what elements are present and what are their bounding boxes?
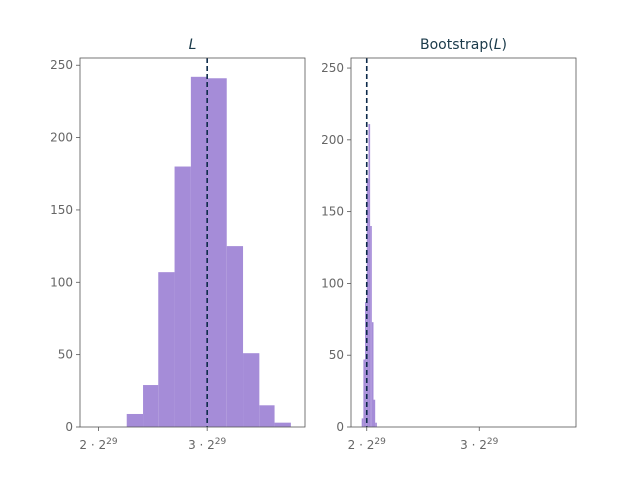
- y-tick-label: 150: [50, 203, 73, 217]
- x-tick-exponent: 29: [215, 437, 227, 447]
- histogram-bar: [207, 78, 227, 428]
- x-tick-coefficient: 2 · 2: [348, 438, 375, 452]
- x-tick-label: 2 · 229: [348, 437, 386, 452]
- x-tick-exponent: 29: [487, 437, 499, 447]
- histogram-bar: [361, 418, 364, 427]
- histogram-bar: [368, 124, 371, 427]
- x-tick-exponent: 29: [106, 437, 118, 447]
- histogram-bar: [370, 225, 372, 427]
- histogram-bar: [243, 353, 260, 427]
- histogram-bar: [371, 322, 374, 427]
- plot-frame: [79, 57, 306, 428]
- histogram-bar: [366, 178, 369, 427]
- histogram-bar: [375, 422, 377, 427]
- histogram-bar: [174, 166, 191, 427]
- y-tick-label: 0: [65, 420, 73, 434]
- y-tick-label: 150: [321, 205, 344, 219]
- y-tick-label: 250: [50, 58, 73, 72]
- x-tick-label: 2 · 229: [79, 437, 117, 452]
- histogram-bar: [259, 405, 275, 427]
- histogram-bar: [143, 385, 159, 427]
- panel-title: L: [189, 37, 197, 53]
- y-tick-label: 0: [336, 420, 344, 434]
- histogram-bar: [363, 359, 366, 427]
- y-tick-label: 50: [58, 348, 73, 362]
- x-tick-label: 3 · 229: [460, 437, 498, 452]
- histogram-bar: [373, 399, 376, 427]
- panel-title: Bootstrap(L): [420, 37, 507, 53]
- y-tick-label: 200: [50, 131, 73, 145]
- histogram-bar: [126, 413, 144, 427]
- title-variable: L: [494, 37, 502, 53]
- histogram-bar: [190, 76, 208, 427]
- x-tick-label: 3 · 229: [188, 437, 226, 452]
- y-tick-label: 100: [50, 275, 73, 289]
- plot-frame: [350, 57, 577, 428]
- title-text-suffix: ): [502, 37, 507, 53]
- y-tick-label: 50: [329, 348, 344, 362]
- histogram-bar: [274, 422, 291, 427]
- histogram-bar: [158, 272, 175, 427]
- x-tick-coefficient: 3 · 2: [460, 438, 487, 452]
- histogram-bar: [226, 246, 244, 427]
- histogram-bar: [365, 302, 367, 427]
- title-text: Bootstrap(: [420, 37, 494, 53]
- x-tick-coefficient: 2 · 2: [79, 438, 106, 452]
- x-tick-exponent: 29: [374, 437, 386, 447]
- y-tick-label: 250: [321, 61, 344, 75]
- y-tick-label: 100: [321, 276, 344, 290]
- x-tick-coefficient: 3 · 2: [188, 438, 215, 452]
- y-tick-label: 200: [321, 133, 344, 147]
